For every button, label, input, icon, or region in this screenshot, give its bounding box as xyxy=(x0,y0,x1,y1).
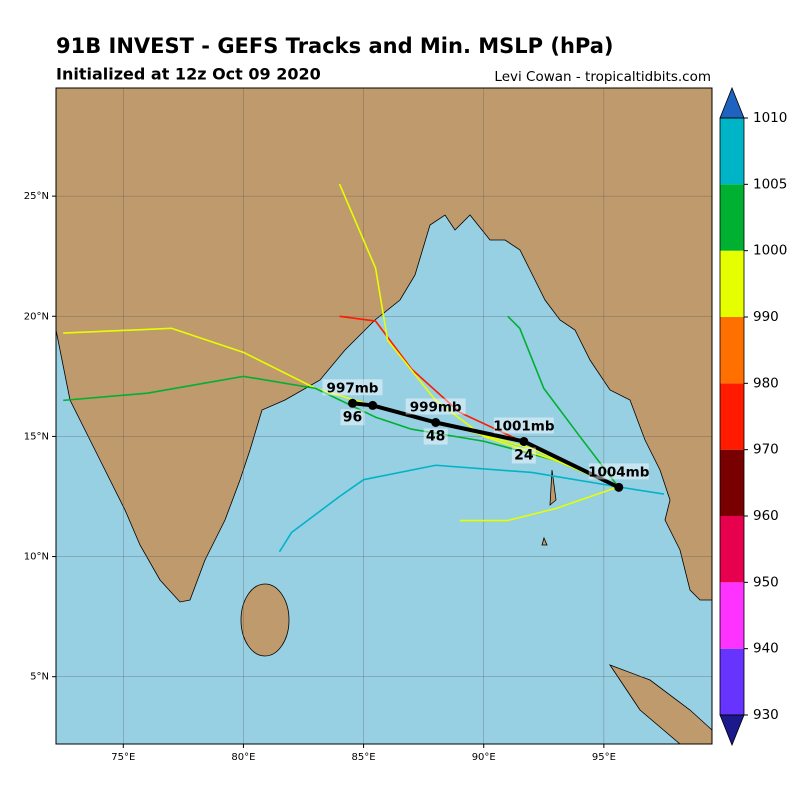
ensemble-track xyxy=(459,486,619,522)
hour-label: 96 xyxy=(343,409,362,425)
ensemble-track xyxy=(338,183,619,488)
x-tick-label: 80°E xyxy=(231,752,255,763)
chart-title: 91B INVEST - GEFS Tracks and Min. MSLP (… xyxy=(56,34,614,58)
x-tick-label: 75°E xyxy=(111,752,135,763)
mean-track-point xyxy=(368,400,378,410)
colorbar-segment xyxy=(720,516,744,583)
colorbar-segment xyxy=(720,118,744,185)
label-box xyxy=(493,417,554,434)
ensemble-track xyxy=(507,315,619,488)
colorbar-tick-label: 1010 xyxy=(753,110,787,126)
colorbar-under xyxy=(719,714,745,747)
colorbar-frame xyxy=(719,117,745,716)
y-tick-label: 25°N xyxy=(24,191,49,202)
label-box xyxy=(322,379,383,396)
mslp-label: 1004mb xyxy=(588,464,650,480)
colorbar-tick-label: 1000 xyxy=(753,243,787,259)
mean-track-point xyxy=(348,398,358,408)
mslp-label: 997mb xyxy=(327,380,379,396)
label-box xyxy=(405,398,466,415)
y-tick-label: 10°N xyxy=(24,552,49,563)
sri-lanka xyxy=(240,583,290,657)
ensemble-track xyxy=(618,486,665,495)
x-tick-label: 85°E xyxy=(352,752,376,763)
colorbar-segment xyxy=(720,449,744,516)
colorbar-tick-label: 960 xyxy=(753,508,779,524)
colorbar-tick-label: 930 xyxy=(753,707,779,723)
y-tick-label: 15°N xyxy=(24,431,49,442)
map: 1004mb 1001mb 24 999mb 48 997mb 96 xyxy=(56,88,712,744)
y-tick-label: 5°N xyxy=(30,672,49,683)
label-box xyxy=(511,447,536,464)
colorbar-tick-label: 950 xyxy=(753,574,779,590)
mslp-label: 1001mb xyxy=(493,418,555,434)
colorbar-segment xyxy=(720,184,744,251)
label-box xyxy=(423,428,448,445)
colorbar-segment xyxy=(720,317,744,384)
sumatra xyxy=(608,664,712,744)
credit: Levi Cowan - tropicaltidbits.com xyxy=(494,69,711,85)
x-tick-label: 95°E xyxy=(592,752,616,763)
colorbar-segment xyxy=(720,250,744,317)
ensemble-track xyxy=(278,464,619,553)
y-tick-label: 20°N xyxy=(24,311,49,322)
x-tick-label: 90°E xyxy=(472,752,496,763)
colorbar-segment xyxy=(720,383,744,450)
colorbar-tick-label: 1005 xyxy=(753,176,787,192)
mean-track-point xyxy=(519,436,529,446)
colorbar-segment xyxy=(720,648,744,715)
colorbar-over xyxy=(719,86,745,119)
chart-subtitle: Initialized at 12z Oct 09 2020 xyxy=(56,65,321,84)
colorbar-segment xyxy=(720,582,744,649)
colorbar-tick-label: 970 xyxy=(753,442,779,458)
map-frame xyxy=(55,87,713,745)
label-box xyxy=(588,463,649,480)
label-box xyxy=(340,409,365,426)
colorbar-tick-label: 990 xyxy=(753,309,779,325)
andaman-islands xyxy=(541,469,557,546)
hour-label: 48 xyxy=(426,428,445,444)
mean-track-point xyxy=(614,482,624,492)
mslp-label: 999mb xyxy=(410,399,462,415)
hour-label: 24 xyxy=(514,447,534,463)
ensemble-track xyxy=(63,327,619,488)
ensemble-track xyxy=(63,375,619,488)
colorbar-tick-label: 980 xyxy=(753,375,779,391)
land xyxy=(56,88,712,603)
colorbar-tick-label: 940 xyxy=(753,641,779,657)
mean-track-point xyxy=(431,417,441,427)
